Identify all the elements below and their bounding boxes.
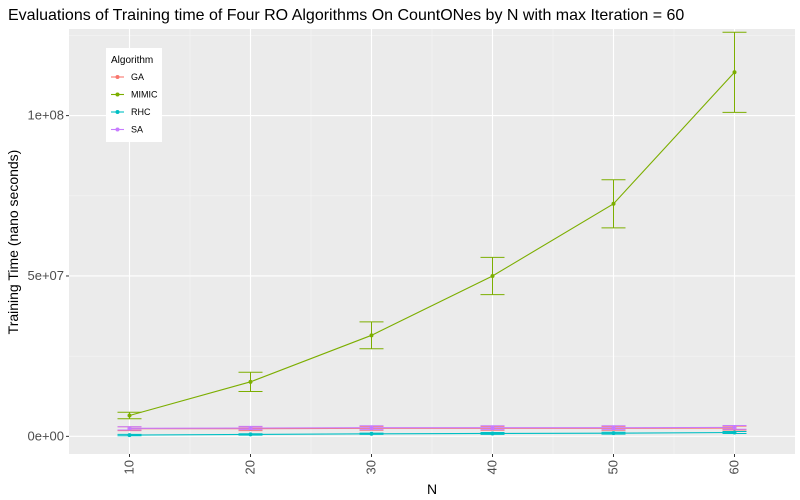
data-point-mimic [732,70,737,75]
legend-label-mimic: MIMIC [131,90,158,100]
x-tick-label: 50 [606,460,621,474]
legend-label-rhc: RHC [131,107,151,117]
legend-title: Algorithm [111,55,153,66]
data-point-sa [127,426,132,431]
x-tick-label: 60 [727,460,742,474]
data-point-rhc [490,431,495,436]
series-line-mimic [129,71,735,417]
x-tick-label: 20 [243,460,258,474]
series-line-rhc [129,431,735,436]
data-point-sa [611,425,616,430]
series-line-ga [129,427,735,430]
y-axis-title: Training Time (nano seconds) [5,150,21,335]
data-point-sa [369,425,374,430]
legend-key-point [115,110,120,114]
data-point-rhc [732,430,737,435]
data-point-rhc [611,431,616,436]
legend-key-point [115,75,120,79]
data-point-rhc [248,432,253,437]
x-tick-label: 30 [364,460,379,474]
major-gridlines [69,29,795,454]
chart-title: Evaluations of Training time of Four RO … [8,7,684,24]
data-point-mimic [248,379,253,384]
data-point-mimic [369,333,374,338]
data-point-mimic [490,273,495,278]
data-point-mimic [127,413,132,418]
minor-gridlines [69,29,795,454]
legend-label-sa: SA [131,125,143,135]
y-tick-label: 0e+00 [27,428,64,443]
data-point-mimic [611,201,616,206]
legend-items: GA MIMIC RHC SA [111,72,158,135]
data-point-rhc [369,431,374,436]
data-point-rhc [127,433,132,438]
series-line-sa [129,426,735,429]
data-point-sa [248,426,253,431]
legend: Algorithm GA MIMIC RHC SA [106,48,162,142]
y-tick-label: 1e+08 [27,108,64,123]
y-tick-label: 5e+07 [27,268,64,283]
x-tick-label: 40 [485,460,500,474]
x-axis-title: N [427,481,437,497]
axes-layer: 0e+00 5e+07 1e+08 10 20 30 40 50 60 [27,108,741,475]
series-layer [117,31,747,438]
data-point-sa [732,425,737,430]
data-point-sa [490,425,495,430]
legend-key-point [115,92,120,97]
legend-key-point [115,127,120,132]
legend-label-ga: GA [131,72,144,82]
x-tick-label: 10 [122,460,137,474]
